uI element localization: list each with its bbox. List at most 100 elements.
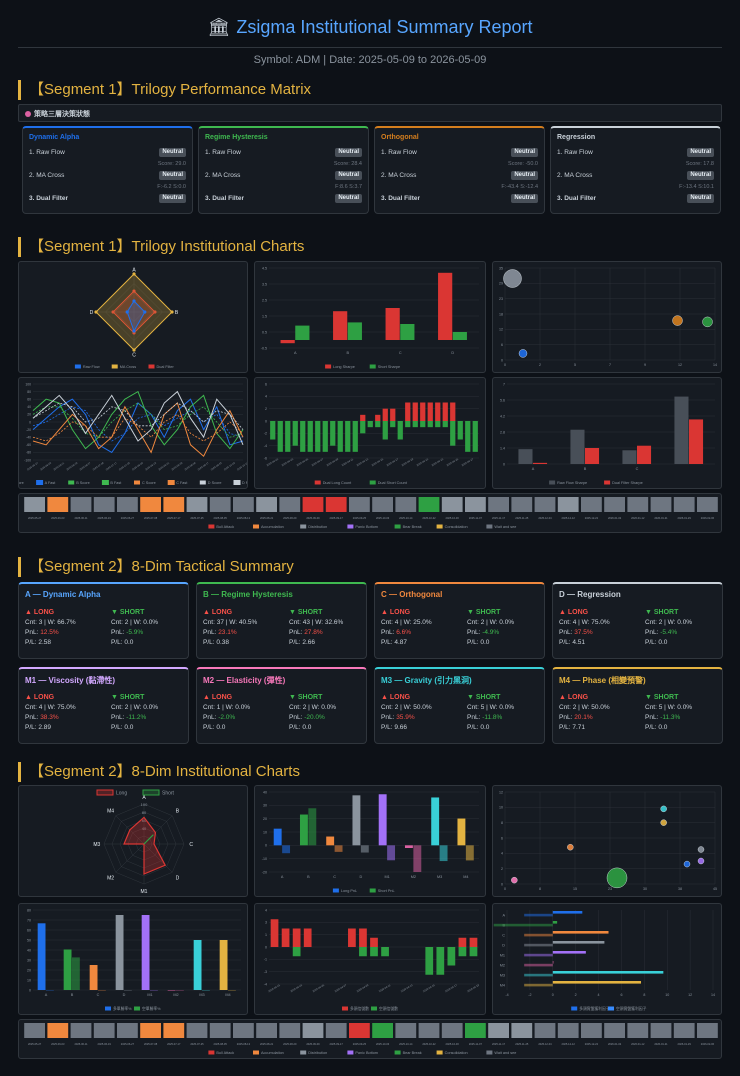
x-tick-label: 6 [620,993,622,997]
bar [524,943,553,947]
section-title-s1-matrix: 【Segment 1】Trilogy Performance Matrix [18,80,311,100]
bar [378,794,387,846]
chart-panel-winrate2: 0 10 20 30 40 50 60 70 80 A B C D M1 M2 M3 M4 多單勝率% 空單勝率% [18,903,248,1015]
y-tick-label: 40 [263,790,267,794]
y-tick-label: 5.6 [500,398,505,402]
bar [352,421,358,452]
short-label: ▼ SHORT [645,694,679,701]
heat-cell [372,1023,393,1038]
bar [228,990,236,991]
x-tick-label: 5 [574,363,576,367]
heat-cell [325,1023,347,1038]
bar [458,937,467,947]
bar [458,947,467,957]
bar [307,421,313,452]
x-tick-label: 2026-04-01 [265,457,279,467]
ma-cross-values: F:-6.2 S:0.0 [157,184,186,190]
x-tick-label: 2025-09-25 [353,516,367,520]
short-label: ▼ SHORT [467,694,501,701]
legend-label: MA Cross [120,365,137,369]
y-tick-label: 4 [265,908,267,912]
legend-label: Raw Flow [83,365,100,369]
y-tick-label: -2 [264,432,267,436]
dual-filter-row: 3. Dual Filter Neutral [381,193,538,204]
legend-swatch [96,789,114,796]
y-tick-label: -0.5 [261,346,267,350]
x-tick-label: 2025-10-14 [237,461,248,471]
legend-label: Dual Filter Sharpe [612,481,643,485]
y-tick-label: 4.5 [262,266,267,270]
long-column: ▲ LONG Cnt: 2 | W: 50.0% PnL: 20.1% P/L: 7.… [559,693,637,733]
raw-flow-score: Score: 17.8 [685,161,714,167]
y-tick-label: 4.2 [500,414,505,418]
radar-point [94,310,98,314]
radar-point [125,310,129,314]
x-tick-label: 2026-01-21 [654,516,668,520]
hbar2-chart: -4-202468101214ABCDM1M2M3M4多頭實盤獲利因子空頭實盤獲… [493,910,715,1011]
dim-card-title: A — Dynamic Alpha [25,590,101,599]
heat-cell [534,497,556,512]
bar [282,845,291,854]
ma-cross-row: 2. MA Cross Neutral [381,170,538,181]
bar [439,845,448,862]
dual-filter-badge: Neutral [687,194,714,203]
legend-swatch [436,1050,443,1055]
y-tick-label: 2.8 [500,430,505,434]
ma-cross-badge: Neutral [159,171,186,180]
heat-cell [581,1023,602,1038]
bar [469,947,478,957]
legend-swatch [36,480,44,485]
heat-cell [256,1023,277,1038]
heat-cell [279,1023,301,1038]
legend-label: Dual Short Count [378,481,408,485]
banner-text: 策略三層決策狀態 [34,111,90,118]
heat-cell [47,497,69,512]
y-tick-label: 3 [265,921,267,925]
report-subtitle: Symbol: ADM | Date: 2025-05-09 to 2026-0… [253,54,487,66]
scatter-point [606,867,628,889]
y-tick-label: M1 [500,953,505,957]
x-tick-label: 2026-04-07 [334,983,348,993]
legend-swatch [394,524,401,529]
long-pnl-prefix: PnL: [25,714,41,721]
bar [518,449,533,464]
heat-cell [511,1023,533,1038]
dual-filter-label: 3. Dual Filter [381,195,421,202]
trilogy-card: Regime Hysteresis 1. Raw Flow Neutral Score… [198,126,369,214]
bar [333,311,348,340]
x-tick-label: 2025-11-07 [469,516,483,520]
y-tick-label: 80 [27,390,31,394]
x-tick-label: B [584,467,587,471]
bar [457,818,466,846]
radar-axis-label: M1 [141,889,148,895]
x-tick-label: 2025-10-03 [376,1042,390,1046]
heat-cell [418,497,440,512]
legend-swatch [208,1050,215,1055]
bar [412,421,418,428]
x-tick-label: 2025-12-12 [562,1042,576,1046]
radar-tick-label: 80 [142,810,147,815]
long-count: Cnt: 4 | W: 75.0% [559,619,610,626]
bar [425,947,434,975]
x-tick-label: 2025-07-17 [167,1042,181,1046]
heat-cell [650,497,672,512]
x-tick-label: 2025-07-17 [167,516,181,520]
x-tick-label: 2025-09-25 [353,1042,367,1046]
long-count: Cnt: 4 | W: 75.0% [25,704,76,711]
x-tick-label: D [123,993,126,997]
heat-cell [47,1023,69,1038]
legend-label: D Score [208,481,222,485]
dim-card: M1 — Viscosity (黏滯性) ▲ LONG Cnt: 4 | W: 75… [18,667,189,744]
legend-swatch [199,480,206,485]
bar [270,919,279,947]
bar [552,921,558,924]
short-count: Cnt: 2 | W: 0.0% [111,704,159,711]
raw-flow-score: Score: -50.0 [508,161,538,167]
dim-card: B — Regime Hysteresis ▲ LONG Cnt: 37 | W: … [196,582,367,659]
long-count: Cnt: 37 | W: 40.5% [203,619,258,626]
short-pnl-prefix: PnL: [111,714,127,721]
short-pnl: -5.4% [660,629,678,636]
raw-flow-score: Score: 28.4 [333,161,362,167]
x-tick-label: M4 [463,875,468,879]
x-tick-label: 2026-04-19 [466,983,480,993]
